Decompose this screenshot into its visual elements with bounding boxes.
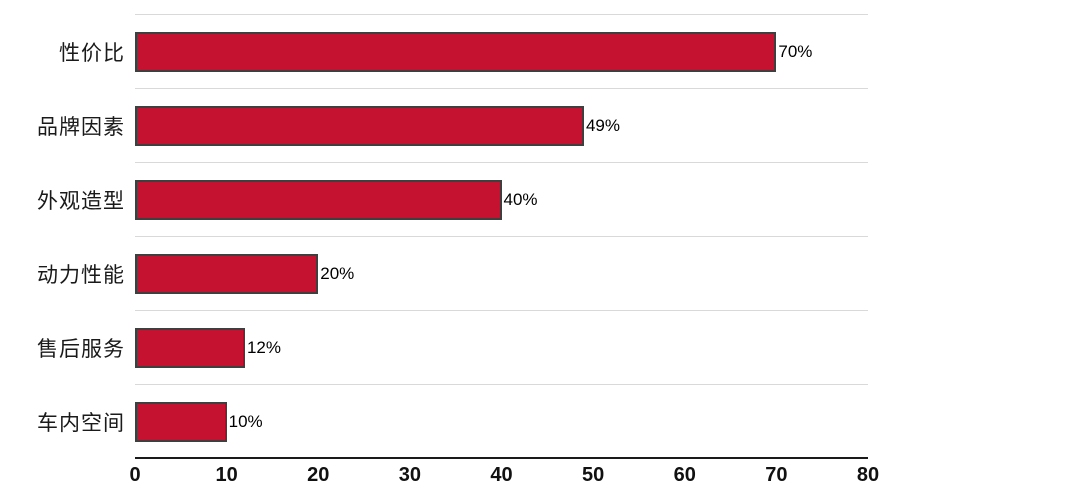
- value-label: 70%: [778, 41, 813, 61]
- bar: [135, 105, 584, 146]
- bar-track: 12%: [135, 327, 868, 368]
- chart-row: 售后服务 12%: [37, 310, 868, 384]
- value-label: 20%: [320, 263, 355, 283]
- bar: [135, 253, 319, 294]
- category-label: 车内空间: [37, 411, 125, 435]
- category-label: 外观造型: [37, 189, 125, 213]
- x-axis-tick-label: 20: [307, 464, 330, 486]
- x-axis-tick-label: 40: [490, 464, 513, 486]
- bar-track: 70%: [135, 31, 868, 72]
- chart-row: 性价比 70%: [59, 14, 868, 88]
- x-axis-line: [135, 457, 868, 459]
- x-axis-tick-label: 30: [398, 464, 421, 486]
- value-label: 12%: [246, 337, 281, 357]
- value-label: 10%: [228, 411, 263, 431]
- value-label: 40%: [503, 189, 538, 209]
- x-axis-tick-label: 10: [215, 464, 238, 486]
- x-axis-tick-label: 80: [856, 464, 880, 486]
- category-label: 动力性能: [37, 263, 125, 287]
- x-axis-tick-label: 50: [582, 464, 605, 486]
- bar: [135, 327, 245, 368]
- value-label: 49%: [585, 115, 620, 135]
- category-label: 性价比: [59, 41, 125, 65]
- bar-track: 49%: [135, 105, 868, 146]
- bar: [135, 179, 502, 220]
- bar-track: 40%: [135, 179, 868, 220]
- bar: [135, 31, 777, 72]
- chart-row: 品牌因素 49%: [37, 88, 868, 162]
- category-label: 售后服务: [37, 337, 125, 361]
- chart-row: 外观造型 40%: [37, 162, 868, 236]
- plot-area: 性价比 70% 品牌因素 49% 外观造型 40% 动力性能 20% 售后服务 …: [37, 14, 868, 458]
- x-axis-tick-label: 60: [673, 464, 696, 486]
- bar: [135, 401, 227, 442]
- x-axis-tick-label: 0: [129, 464, 141, 486]
- category-label: 品牌因素: [37, 115, 125, 139]
- bar-track: 10%: [135, 401, 868, 442]
- chart-row: 车内空间 10%: [37, 384, 868, 458]
- chart-row: 动力性能 20%: [37, 236, 868, 310]
- x-axis-tick-label: 70: [765, 464, 788, 486]
- bar-track: 20%: [135, 253, 868, 294]
- x-axis-tick-labels: 0 10 20 30 40 50 60 70 80: [129, 464, 879, 490]
